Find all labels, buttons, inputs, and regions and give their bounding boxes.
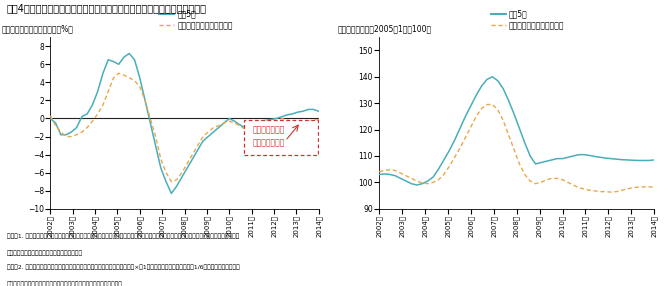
Text: 図衐4　オフィス物件の鑑定評価額変化（左）および鑑定評価額指数（右）: 図衐4 オフィス物件の鑑定評価額変化（左）および鑑定評価額指数（右） <box>7 3 207 13</box>
Legend: 都心5区, その他（東京周辺・地方）: 都心5区, その他（東京周辺・地方） <box>156 7 236 33</box>
Legend: 都心5区, その他（東京周辺・地方）: 都心5区, その他（東京周辺・地方） <box>487 7 568 33</box>
Text: 価格の底打ち・
先高観が強い。: 価格の底打ち・ 先高観が強い。 <box>253 126 285 147</box>
FancyBboxPatch shape <box>244 120 317 155</box>
Text: 注）　1. 鑑定評価額上昇率は、各月における直近決算期の鑑定評価額の前期比上昇率を、物件ごとの鑑定評価額で加重平均（前期に比べて持: 注） 1. 鑑定評価額上昇率は、各月における直近決算期の鑑定評価額の前期比上昇率… <box>7 233 239 239</box>
Text: 出所）各投資法人の開示資料をもとに三井住友トラスト基礎研究所作成: 出所）各投資法人の開示資料をもとに三井住友トラスト基礎研究所作成 <box>7 282 123 286</box>
Text: 鑑定評価額上昇率（前期比、%）: 鑑定評価額上昇率（前期比、%） <box>2 25 74 34</box>
Text: 鑑定評価額指数（2005年1月＝100）: 鑑定評価額指数（2005年1月＝100） <box>338 25 432 34</box>
Text: 2. 鑑定評価額指数は、当月の鑑定評価額指数＝前月の鑑定評価額指数×（1＋当月の鑑定評価額上昇率）1/6、として計算した値。: 2. 鑑定評価額指数は、当月の鑑定評価額指数＝前月の鑑定評価額指数×（1＋当月の… <box>7 265 240 270</box>
Text: 分の変動があった物件は除く）した値。: 分の変動があった物件は除く）した値。 <box>7 250 83 256</box>
